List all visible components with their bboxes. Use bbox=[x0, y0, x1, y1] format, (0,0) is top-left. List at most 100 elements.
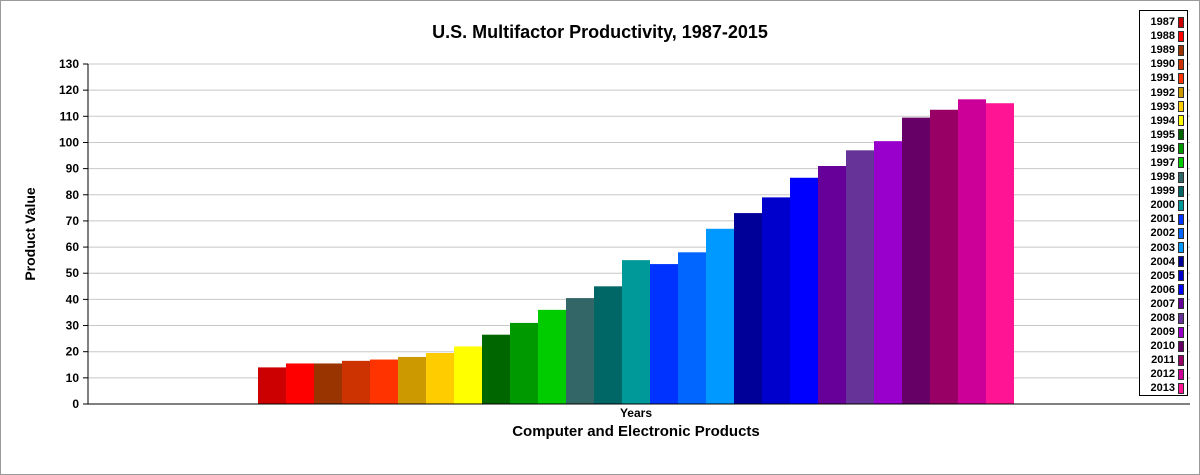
bar-1992 bbox=[398, 356, 426, 404]
legend-item-2011: 2011 bbox=[1140, 353, 1187, 367]
bar-1999 bbox=[594, 286, 622, 404]
bar-2010 bbox=[902, 117, 930, 404]
legend-label: 2005 bbox=[1150, 269, 1175, 282]
legend-label: 2007 bbox=[1150, 297, 1175, 310]
bar-2009 bbox=[874, 141, 902, 404]
legend-label: 1989 bbox=[1150, 44, 1175, 57]
bar-1993 bbox=[426, 353, 454, 404]
y-tick-label: 90 bbox=[66, 162, 80, 176]
legend-label: 1988 bbox=[1150, 30, 1175, 43]
legend-swatch bbox=[1178, 354, 1184, 366]
bar-2007 bbox=[818, 166, 846, 404]
legend-item-1995: 1995 bbox=[1140, 128, 1187, 142]
y-tick-label: 120 bbox=[59, 83, 79, 97]
legend-swatch bbox=[1178, 87, 1184, 99]
bars bbox=[258, 99, 1014, 405]
y-tick-label: 80 bbox=[66, 188, 80, 202]
legend-label: 2004 bbox=[1150, 255, 1175, 268]
bar-2003 bbox=[706, 228, 734, 404]
y-tick-label: 100 bbox=[59, 135, 79, 149]
bar-2006 bbox=[790, 177, 818, 404]
legend-item-2003: 2003 bbox=[1140, 241, 1187, 255]
legend-label: 1998 bbox=[1150, 171, 1175, 184]
legend-item-2013: 2013 bbox=[1140, 381, 1187, 395]
legend-label: 1987 bbox=[1150, 16, 1175, 29]
legend-item-2005: 2005 bbox=[1140, 269, 1187, 283]
legend-label: 1993 bbox=[1150, 100, 1175, 113]
bar-1995 bbox=[482, 334, 510, 404]
axes: 0 10 20 30 40 50 60 70 80 90 100 110 120 130 bbox=[59, 57, 1190, 411]
y-axis-label: Product Value bbox=[22, 187, 38, 281]
legend-label: 1997 bbox=[1150, 156, 1175, 169]
legend-item-1994: 1994 bbox=[1140, 114, 1187, 128]
legend-label: 2006 bbox=[1150, 283, 1175, 296]
bar-2008 bbox=[846, 150, 874, 404]
legend-label: 2008 bbox=[1150, 312, 1175, 325]
y-tick-label: 40 bbox=[66, 292, 80, 306]
legend-label: 1995 bbox=[1150, 128, 1175, 141]
y-tick-label: 20 bbox=[66, 345, 80, 359]
legend-swatch bbox=[1178, 213, 1184, 225]
legend-swatch bbox=[1178, 72, 1184, 84]
legend-item-2012: 2012 bbox=[1140, 367, 1187, 381]
legend-swatch bbox=[1178, 382, 1184, 394]
y-tick-label: 10 bbox=[66, 371, 80, 385]
legend-label: 2012 bbox=[1150, 368, 1175, 381]
bar-1996 bbox=[510, 322, 538, 404]
legend-item-1991: 1991 bbox=[1140, 71, 1187, 85]
legend-item-1998: 1998 bbox=[1140, 170, 1187, 184]
legend-label: 2013 bbox=[1150, 382, 1175, 395]
legend-label: 2011 bbox=[1151, 354, 1175, 367]
legend-label: 1991 bbox=[1150, 72, 1175, 85]
bar-1988 bbox=[286, 363, 314, 404]
bar-1989 bbox=[314, 363, 342, 404]
legend-swatch bbox=[1178, 171, 1184, 183]
legend-item-1988: 1988 bbox=[1140, 29, 1187, 43]
legend-swatch bbox=[1178, 58, 1184, 70]
legend-swatch bbox=[1178, 185, 1184, 197]
legend-label: 1994 bbox=[1150, 114, 1175, 127]
legend-label: 1996 bbox=[1150, 142, 1175, 155]
legend-swatch bbox=[1178, 227, 1184, 239]
legend-swatch bbox=[1178, 270, 1184, 282]
legend-swatch bbox=[1178, 298, 1184, 310]
bar-2001 bbox=[650, 264, 678, 404]
bar-1991 bbox=[370, 359, 398, 404]
legend-swatch bbox=[1178, 199, 1184, 211]
bar-1990 bbox=[342, 360, 370, 404]
legend-item-2010: 2010 bbox=[1140, 339, 1187, 353]
legend-swatch bbox=[1178, 143, 1184, 155]
legend-label: 2000 bbox=[1150, 199, 1175, 212]
legend-swatch bbox=[1178, 368, 1184, 380]
legend-item-1990: 1990 bbox=[1140, 57, 1187, 71]
legend-swatch bbox=[1178, 157, 1184, 169]
legend-label: 2009 bbox=[1150, 326, 1175, 339]
legend-swatch bbox=[1178, 129, 1184, 141]
legend-label: 2001 bbox=[1150, 213, 1175, 226]
legend: 1987 1988 1989 1990 1991 1992 1993 1994 1995 1996… bbox=[1139, 10, 1188, 396]
legend-item-2007: 2007 bbox=[1140, 297, 1187, 311]
bar-1998 bbox=[566, 298, 594, 404]
bar-1994 bbox=[454, 346, 482, 404]
bar-2013 bbox=[986, 103, 1014, 404]
bar-2005 bbox=[762, 197, 790, 404]
y-tick-label: 50 bbox=[66, 266, 80, 280]
legend-item-1987: 1987 bbox=[1140, 15, 1187, 29]
legend-swatch bbox=[1178, 256, 1184, 268]
legend-item-2002: 2002 bbox=[1140, 226, 1187, 240]
bar-1987 bbox=[258, 367, 286, 404]
legend-item-2000: 2000 bbox=[1140, 198, 1187, 212]
legend-item-1993: 1993 bbox=[1140, 100, 1187, 114]
legend-swatch bbox=[1178, 44, 1184, 56]
x-axis-label: Years bbox=[620, 406, 652, 420]
legend-swatch bbox=[1178, 340, 1184, 352]
legend-swatch bbox=[1178, 326, 1184, 338]
legend-item-1997: 1997 bbox=[1140, 156, 1187, 170]
legend-item-1989: 1989 bbox=[1140, 43, 1187, 57]
chart-title: U.S. Multifactor Productivity, 1987-2015 bbox=[432, 22, 768, 42]
bar-2004 bbox=[734, 213, 762, 404]
legend-item-2001: 2001 bbox=[1140, 212, 1187, 226]
legend-swatch bbox=[1178, 284, 1184, 296]
legend-item-1999: 1999 bbox=[1140, 184, 1187, 198]
